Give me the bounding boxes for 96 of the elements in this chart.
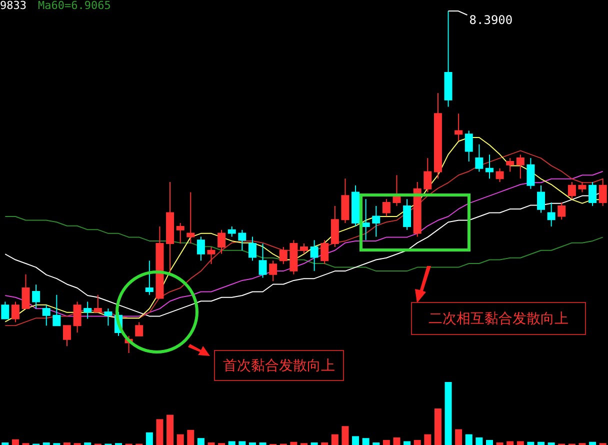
bar bbox=[42, 442, 50, 445]
candlestick bbox=[496, 168, 504, 182]
bar bbox=[156, 419, 164, 445]
candlestick bbox=[228, 226, 236, 238]
bar bbox=[146, 432, 153, 445]
candlestick bbox=[558, 202, 566, 220]
candlestick bbox=[258, 243, 267, 278]
bar bbox=[228, 441, 236, 445]
candlestick bbox=[62, 325, 71, 347]
bar bbox=[208, 442, 215, 445]
bar bbox=[12, 439, 19, 445]
bar bbox=[506, 441, 514, 445]
candlestick bbox=[207, 246, 216, 265]
bar bbox=[290, 442, 298, 445]
candlestick bbox=[382, 198, 390, 217]
annotation: 9833 bbox=[0, 0, 26, 12]
candlestick bbox=[1, 301, 10, 320]
candlestick bbox=[248, 236, 256, 262]
bar bbox=[465, 434, 472, 445]
candlestick bbox=[454, 113, 463, 142]
candlestick bbox=[94, 294, 102, 312]
bar bbox=[331, 434, 338, 445]
bar bbox=[342, 426, 349, 445]
candlestick bbox=[73, 301, 82, 333]
candlestick bbox=[145, 260, 154, 296]
bar bbox=[496, 442, 504, 445]
candlestick bbox=[22, 274, 30, 310]
candlestick bbox=[506, 158, 514, 172]
candlestick bbox=[52, 294, 61, 326]
candlestick bbox=[186, 192, 195, 244]
annotation: 二次相互黏合发散向上 bbox=[411, 302, 586, 335]
candlestick bbox=[341, 178, 350, 224]
bar bbox=[248, 442, 256, 445]
candlestick bbox=[578, 182, 586, 193]
bar bbox=[414, 440, 421, 445]
candlestick bbox=[372, 205, 380, 238]
candlestick bbox=[42, 304, 50, 326]
bar bbox=[259, 442, 266, 445]
bar bbox=[362, 438, 370, 445]
bar bbox=[434, 408, 442, 445]
candlestick bbox=[84, 301, 92, 320]
bar bbox=[84, 442, 92, 445]
bar bbox=[516, 441, 524, 445]
bar bbox=[404, 441, 411, 445]
candlestick bbox=[526, 158, 535, 190]
bar bbox=[321, 442, 328, 445]
bar bbox=[372, 442, 380, 445]
candlestick bbox=[330, 205, 339, 248]
bar bbox=[352, 436, 360, 445]
candlestick bbox=[135, 322, 144, 336]
bar bbox=[382, 440, 390, 445]
candlestick bbox=[464, 130, 473, 162]
candlestick bbox=[598, 178, 607, 206]
candlestick bbox=[362, 198, 370, 241]
candlestick bbox=[176, 222, 184, 244]
candlestick bbox=[320, 240, 329, 265]
bar bbox=[589, 442, 596, 445]
bar bbox=[476, 437, 483, 445]
candlestick bbox=[238, 229, 246, 251]
bar bbox=[424, 434, 432, 445]
bar bbox=[527, 442, 534, 445]
bar bbox=[455, 429, 462, 445]
candlestick bbox=[310, 240, 318, 272]
bar bbox=[238, 441, 246, 445]
candlestick bbox=[32, 284, 40, 310]
candlestick bbox=[279, 246, 288, 265]
bar bbox=[197, 438, 204, 445]
annotation: 8.3900 bbox=[469, 13, 513, 27]
bar bbox=[63, 442, 70, 445]
candlestick bbox=[300, 243, 308, 254]
candlestick bbox=[475, 144, 484, 172]
bar bbox=[548, 442, 555, 445]
bar bbox=[393, 437, 400, 445]
candlestick bbox=[516, 154, 524, 180]
bar bbox=[166, 414, 174, 445]
candlestick bbox=[11, 301, 20, 323]
bar bbox=[486, 440, 493, 445]
bar bbox=[310, 442, 318, 445]
candlestick bbox=[424, 158, 432, 193]
bar bbox=[187, 430, 194, 445]
candlestick bbox=[568, 182, 576, 200]
candlestick bbox=[218, 229, 226, 254]
bar bbox=[444, 382, 452, 445]
candlestick bbox=[588, 182, 597, 206]
candlestick bbox=[196, 236, 205, 262]
annotation: Ma60=6.9065 bbox=[38, 0, 111, 12]
bar bbox=[176, 434, 184, 445]
candlestick bbox=[104, 308, 112, 326]
candlestick bbox=[547, 202, 556, 227]
candlestick bbox=[485, 154, 494, 180]
candlestick bbox=[403, 198, 412, 230]
text: 首次黏合发散向上 bbox=[214, 350, 344, 381]
candlestick bbox=[269, 260, 278, 282]
candlestick bbox=[537, 184, 546, 214]
bar bbox=[2, 442, 9, 445]
bar bbox=[538, 442, 545, 445]
